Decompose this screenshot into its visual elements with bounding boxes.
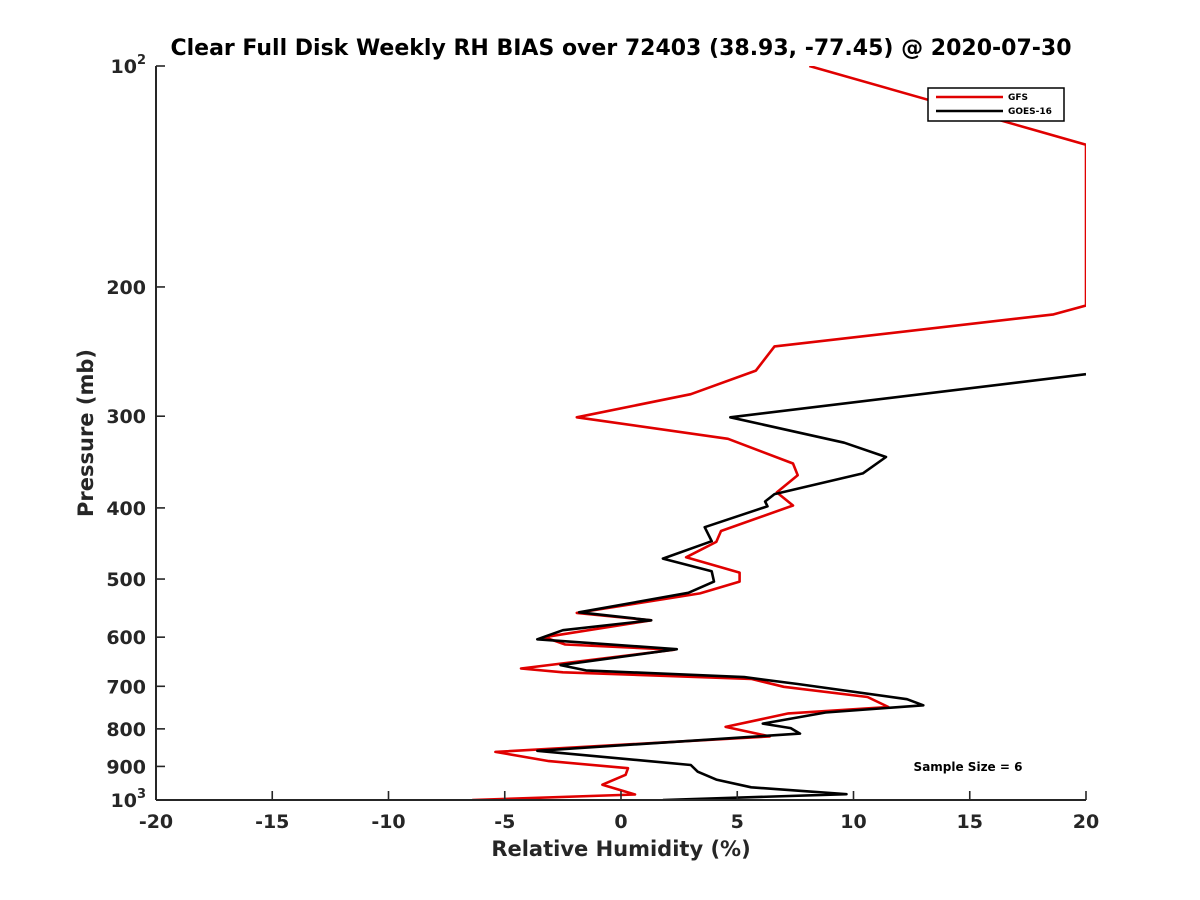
legend-box (927, 87, 1065, 122)
sample-size-annotation: Sample Size = 6 (914, 760, 1023, 774)
y-tick-label-exponent: 3 (137, 787, 146, 802)
legend: GFS GOES-16 (927, 87, 1065, 122)
x-axis-label: Relative Humidity (%) (491, 837, 750, 861)
y-tick-label: 200 (106, 277, 146, 299)
legend-label-gfs: GFS (1008, 93, 1028, 103)
y-tick-label: 102 (111, 53, 147, 78)
y-tick-label: 300 (106, 406, 146, 428)
x-ticks: -20 -15 -10 -5 0 5 10 15 20 (139, 791, 1099, 833)
x-tick-label: 0 (614, 811, 627, 833)
y-tick-label: 103 (111, 787, 147, 812)
x-tick-label: 15 (957, 811, 983, 833)
y-tick-label: 800 (106, 719, 146, 741)
y-tick-label: 400 (106, 498, 146, 520)
y-tick-label: 700 (106, 676, 146, 698)
x-tick-label: -20 (139, 811, 173, 833)
y-tick-label: 600 (106, 627, 146, 649)
series-layer (472, 66, 1086, 800)
chart-title: Clear Full Disk Weekly RH BIAS over 7240… (170, 36, 1071, 61)
series-line-goes16 (535, 372, 1086, 800)
y-tick-label-base: 10 (111, 790, 137, 812)
y-tick-label: 500 (106, 569, 146, 591)
x-tick-label: -15 (255, 811, 289, 833)
y-axis-label: Pressure (mb) (74, 349, 98, 517)
legend-label-goes16: GOES-16 (1008, 107, 1052, 117)
x-tick-label: -10 (371, 811, 405, 833)
x-tick-label: 5 (731, 811, 744, 833)
x-tick-label: 10 (840, 811, 866, 833)
y-tick-label: 900 (106, 756, 146, 778)
y-tick-label-exponent: 2 (137, 53, 146, 68)
y-tick-label-base: 10 (111, 56, 137, 78)
x-tick-label: 20 (1073, 811, 1099, 833)
x-tick-label: -5 (494, 811, 515, 833)
